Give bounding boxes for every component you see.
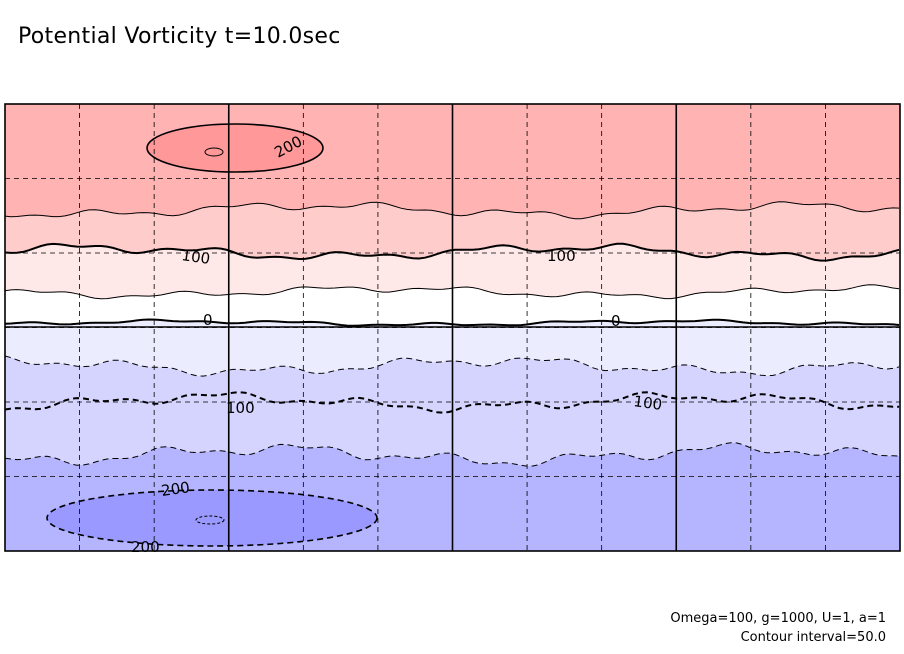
- contour-label-5: 100: [226, 399, 255, 417]
- contour-interval-text: Contour interval=50.0: [740, 630, 886, 645]
- negative-extreme-core: [195, 515, 225, 525]
- positive-extreme-core: [204, 147, 224, 157]
- contour-label-3: 0: [203, 311, 213, 329]
- plot-frame: [4, 103, 901, 552]
- contour-label-7: 200: [160, 478, 191, 500]
- negative-extreme-blob: [46, 489, 378, 547]
- contour-label-1: 100: [180, 246, 211, 268]
- positive-extreme-blob: [146, 123, 324, 173]
- chart-title: Potential Vorticity t=10.0sec: [18, 24, 341, 49]
- contour-label-8: 200: [131, 538, 160, 556]
- contour-label-4: 0: [611, 312, 621, 330]
- contour-label-6: 100: [632, 392, 663, 414]
- parameters-text: Omega=100, g=1000, U=1, a=1: [670, 611, 886, 626]
- contour-label-2: 100: [547, 247, 576, 265]
